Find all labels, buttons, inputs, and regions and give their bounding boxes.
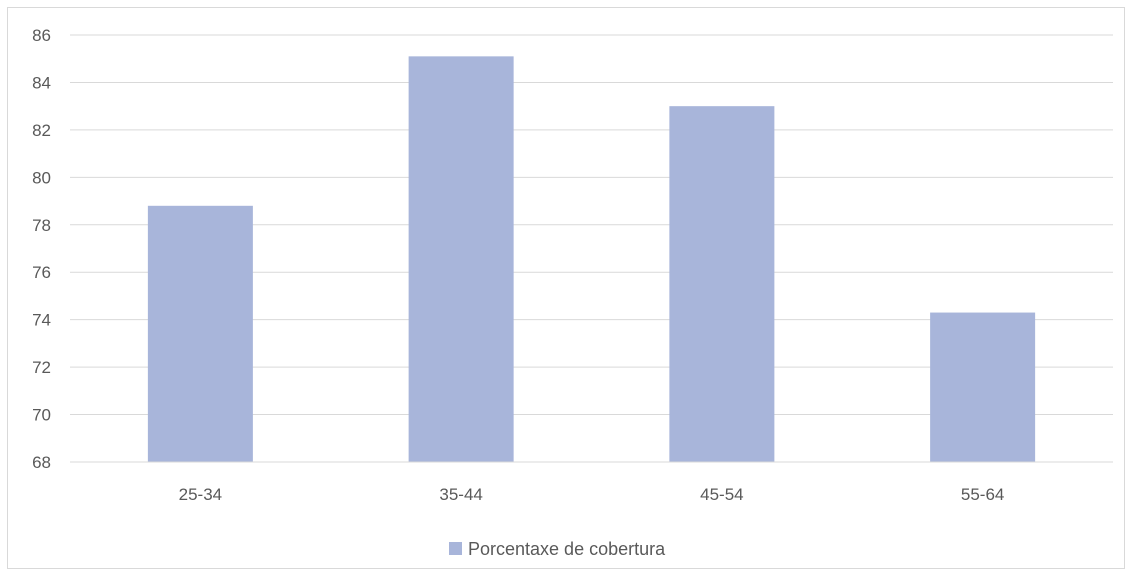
y-tick-label: 86 [32, 26, 51, 45]
legend: Porcentaxe de cobertura [449, 539, 666, 559]
bar-35-44 [408, 56, 514, 462]
bars [147, 56, 1036, 463]
y-tick-label: 70 [32, 406, 51, 425]
y-tick-label: 82 [32, 121, 51, 140]
x-tick-label: 45-54 [700, 485, 743, 504]
y-tick-label: 68 [32, 453, 51, 472]
y-tick-label: 78 [32, 216, 51, 235]
x-axis-ticks: 25-34 35-44 45-54 55-64 [179, 485, 1005, 504]
y-tick-label: 72 [32, 358, 51, 377]
x-tick-label: 35-44 [439, 485, 482, 504]
y-tick-label: 80 [32, 168, 51, 187]
bar-45-54 [669, 106, 775, 463]
y-tick-label: 74 [32, 311, 51, 330]
bar-25-34 [147, 205, 253, 463]
x-tick-label: 55-64 [961, 485, 1004, 504]
bar-55-64 [930, 312, 1036, 462]
y-tick-label: 76 [32, 263, 51, 282]
x-tick-label: 25-34 [179, 485, 222, 504]
y-axis-ticks: 68 70 72 74 76 78 80 82 84 86 [32, 26, 51, 472]
legend-swatch [449, 542, 462, 555]
legend-label: Porcentaxe de cobertura [468, 539, 666, 559]
y-tick-label: 84 [32, 73, 51, 92]
